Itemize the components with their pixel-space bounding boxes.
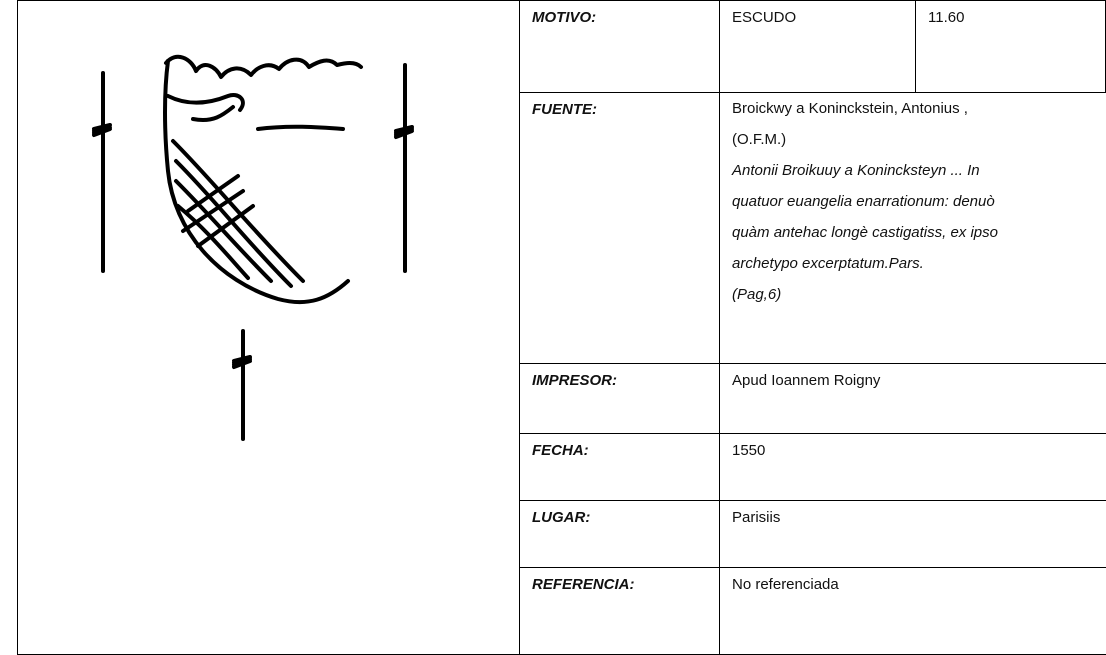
fuente-label: FUENTE: [519,92,719,363]
author-line: Broickwy a Koninckstein, Antonius , [732,100,968,117]
page-line: (Pag,6) [732,286,782,303]
referencia-label: REFERENCIA: [519,567,719,655]
label-text: FUENTE: [532,101,597,118]
code-text: 11.60 [928,9,965,26]
fecha-value: 1550 [719,433,1106,500]
fecha-label: FECHA: [519,433,719,500]
lugar-label: LUGAR: [519,500,719,567]
title-line: quàm antehac longè castigatiss, ex ipso [732,224,998,241]
impresor-value: Apud Ioannem Roigny [719,363,1106,433]
lugar-value: Parisiis [719,500,1106,567]
label-text: MOTIVO: [532,9,597,26]
label-text: IMPRESOR: [532,372,618,389]
label-text: LUGAR: [532,509,591,526]
referencia-value: No referenciada [719,567,1106,655]
label-text: FECHA: [532,442,589,459]
motivo-label: MOTIVO: [519,0,719,92]
value-text: Parisiis [732,509,781,526]
label-text: REFERENCIA: [532,576,635,593]
shield-drawing [92,54,414,441]
title-line: quatuor euangelia enarrationum: denuò [732,193,995,210]
author-line: (O.F.M.) [732,131,787,148]
motivo-value: ESCUDO [719,0,915,92]
fuente-value: Broickwy a Koninckstein, Antonius , (O.F… [719,92,1106,363]
value-text: ESCUDO [732,9,797,26]
title-line: archetypo excerptatum.Pars. [732,255,924,272]
image-cell [17,0,519,655]
impresor-label: IMPRESOR: [519,363,719,433]
value-text: Apud Ioannem Roigny [732,372,881,389]
title-line: Antonii Broikuuy a Konincksteyn ... In [732,162,980,179]
value-text: 1550 [732,442,766,459]
motivo-code: 11.60 [915,0,1106,92]
value-text: No referenciada [732,576,839,593]
